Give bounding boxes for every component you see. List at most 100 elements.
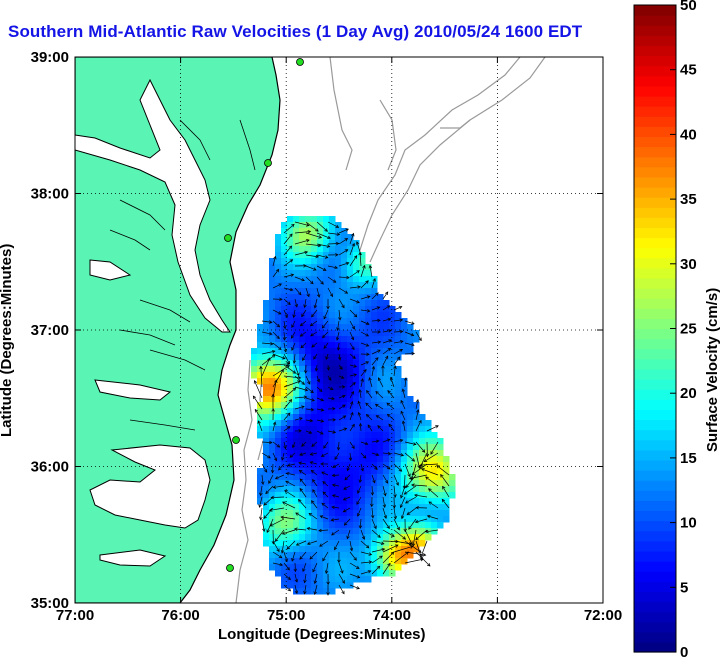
velocity-cell xyxy=(329,312,336,319)
velocity-cell xyxy=(335,282,342,289)
velocity-cell xyxy=(293,402,300,409)
velocity-cell xyxy=(293,252,300,259)
velocity-cell xyxy=(383,318,390,325)
velocity-cell xyxy=(329,456,336,463)
velocity-cell xyxy=(359,372,366,379)
velocity-cell xyxy=(329,522,336,529)
velocity-cell xyxy=(269,312,276,319)
velocity-field xyxy=(251,216,456,595)
velocity-cell xyxy=(401,384,408,391)
velocity-cell xyxy=(287,216,294,223)
velocity-cell xyxy=(359,546,366,553)
velocity-cell xyxy=(371,300,378,307)
velocity-cell xyxy=(329,300,336,307)
velocity-cell xyxy=(383,336,390,343)
velocity-cell xyxy=(317,306,324,313)
velocity-cell xyxy=(353,330,360,337)
velocity-cell xyxy=(365,480,372,487)
velocity-cell xyxy=(323,282,330,289)
velocity-cell xyxy=(407,420,414,427)
velocity-cell xyxy=(371,378,378,385)
velocity-cell xyxy=(311,486,318,493)
velocity-cell xyxy=(275,324,282,331)
velocity-cell xyxy=(401,342,408,349)
velocity-cell xyxy=(449,474,456,481)
velocity-cell xyxy=(359,258,366,265)
velocity-cell xyxy=(263,534,270,541)
velocity-cell xyxy=(317,342,324,349)
velocity-cell xyxy=(353,390,360,397)
colorbar-segment xyxy=(634,177,676,188)
vector-arrow xyxy=(405,559,423,563)
velocity-cell xyxy=(437,492,444,499)
velocity-cell xyxy=(329,576,336,583)
velocity-cell xyxy=(437,438,444,445)
bathymetry-contour xyxy=(440,120,470,128)
velocity-cell xyxy=(389,432,396,439)
velocity-cell xyxy=(353,462,360,469)
velocity-cell xyxy=(437,480,444,487)
velocity-cell xyxy=(311,414,318,421)
velocity-cell xyxy=(371,474,378,481)
colorbar-segment xyxy=(634,157,676,168)
y-axis-label: Latitude (Degrees:Minutes) xyxy=(0,244,15,437)
velocity-cell xyxy=(275,570,282,577)
colorbar-tick-label: 20 xyxy=(680,385,697,402)
colorbar-segment xyxy=(634,197,676,208)
velocity-cell xyxy=(419,534,426,541)
velocity-cell xyxy=(341,552,348,559)
velocity-cell xyxy=(293,534,300,541)
velocity-cell xyxy=(293,282,300,289)
velocity-cell xyxy=(395,444,402,451)
velocity-cell xyxy=(353,516,360,523)
colorbar-segment xyxy=(634,298,676,309)
velocity-cell xyxy=(383,408,390,415)
velocity-cell xyxy=(419,492,426,499)
velocity-cell xyxy=(335,246,342,253)
velocity-cell xyxy=(329,282,336,289)
velocity-cell xyxy=(293,522,300,529)
velocity-cell xyxy=(347,354,354,361)
velocity-cell xyxy=(305,216,312,223)
velocity-cell xyxy=(269,462,276,469)
colorbar-segment xyxy=(634,349,676,360)
colorbar-segment xyxy=(634,369,676,380)
velocity-cell xyxy=(323,402,330,409)
velocity-cell xyxy=(329,372,336,379)
velocity-cell xyxy=(431,432,438,439)
velocity-cell xyxy=(305,348,312,355)
velocity-cell xyxy=(377,456,384,463)
colorbar-segment xyxy=(634,106,676,117)
velocity-cell xyxy=(389,534,396,541)
colorbar-segment xyxy=(634,329,676,340)
velocity-cell xyxy=(347,246,354,253)
velocity-cell xyxy=(317,564,324,571)
velocity-cell xyxy=(275,300,282,307)
velocity-cell xyxy=(263,372,270,379)
velocity-cell xyxy=(365,522,372,529)
colorbar-segment xyxy=(634,490,676,501)
velocity-cell xyxy=(293,486,300,493)
velocity-cell xyxy=(377,498,384,505)
colorbar-tick-label: 45 xyxy=(680,62,697,79)
velocity-cell xyxy=(311,348,318,355)
velocity-cell xyxy=(317,402,324,409)
velocity-cell xyxy=(269,366,276,373)
velocity-cell xyxy=(407,324,414,331)
velocity-cell xyxy=(353,414,360,421)
colorbar-segment xyxy=(634,399,676,410)
velocity-cell xyxy=(305,492,312,499)
velocity-cell xyxy=(389,552,396,559)
colorbar-segment xyxy=(634,238,676,249)
velocity-cell xyxy=(305,468,312,475)
velocity-cell xyxy=(407,402,414,409)
velocity-cell xyxy=(335,498,342,505)
velocity-cell xyxy=(305,336,312,343)
velocity-cell xyxy=(299,390,306,397)
velocity-cell xyxy=(365,270,372,277)
velocity-cell xyxy=(389,426,396,433)
velocity-cell xyxy=(305,444,312,451)
velocity-cell xyxy=(257,354,264,361)
velocity-cell xyxy=(383,432,390,439)
velocity-cell xyxy=(323,222,330,229)
